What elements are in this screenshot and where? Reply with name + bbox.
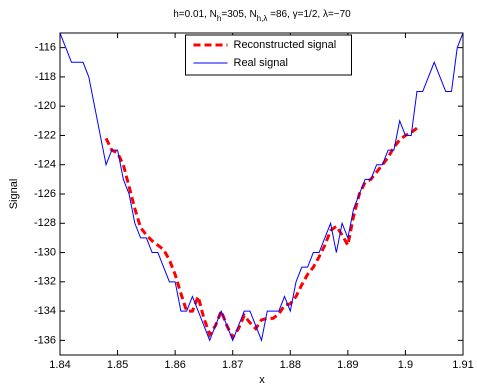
title-part: h=0.01, N (173, 9, 217, 20)
chart-title: h=0.01, Nh=305, Nh,λ =86, γ=1/2, λ=−70 (173, 9, 351, 23)
title-part: =86, γ=1/2, λ=−70 (267, 9, 351, 20)
title-part: =305, N (221, 9, 256, 20)
y-tick-label: -122 (34, 129, 56, 141)
y-tick-label: -120 (34, 100, 56, 112)
y-tick-label: -116 (35, 42, 56, 54)
x-tick-label: 1.9 (398, 359, 413, 371)
y-tick-label: -126 (34, 188, 56, 200)
x-axis-label: x (259, 374, 265, 386)
y-tick-label: -124 (34, 159, 56, 171)
series-line (104, 126, 418, 341)
y-tick-label: -134 (34, 305, 56, 317)
y-axis-label: Signal (8, 179, 20, 210)
legend-box (185, 34, 352, 76)
x-tick-label: 1.89 (337, 359, 358, 371)
legend-label: Reconstructed signal (234, 39, 337, 51)
legend-label: Real signal (234, 57, 288, 69)
title-part: h (217, 14, 221, 23)
x-tick-label: 1.86 (164, 359, 185, 371)
y-tick-label: -118 (35, 71, 56, 83)
y-tick-label: -130 (34, 246, 56, 258)
series-line (60, 33, 463, 343)
y-tick-label: -132 (34, 276, 56, 288)
x-tick-label: 1.91 (452, 359, 473, 371)
x-tick-label: 1.84 (49, 359, 70, 371)
axes-box (59, 32, 464, 356)
x-tick-label: 1.88 (280, 359, 301, 371)
y-tick-label: -128 (34, 217, 56, 229)
x-tick-label: 1.85 (107, 359, 128, 371)
title-part: h,λ (257, 14, 268, 23)
x-tick-label: 1.87 (222, 359, 243, 371)
y-tick-label: -136 (34, 334, 56, 346)
